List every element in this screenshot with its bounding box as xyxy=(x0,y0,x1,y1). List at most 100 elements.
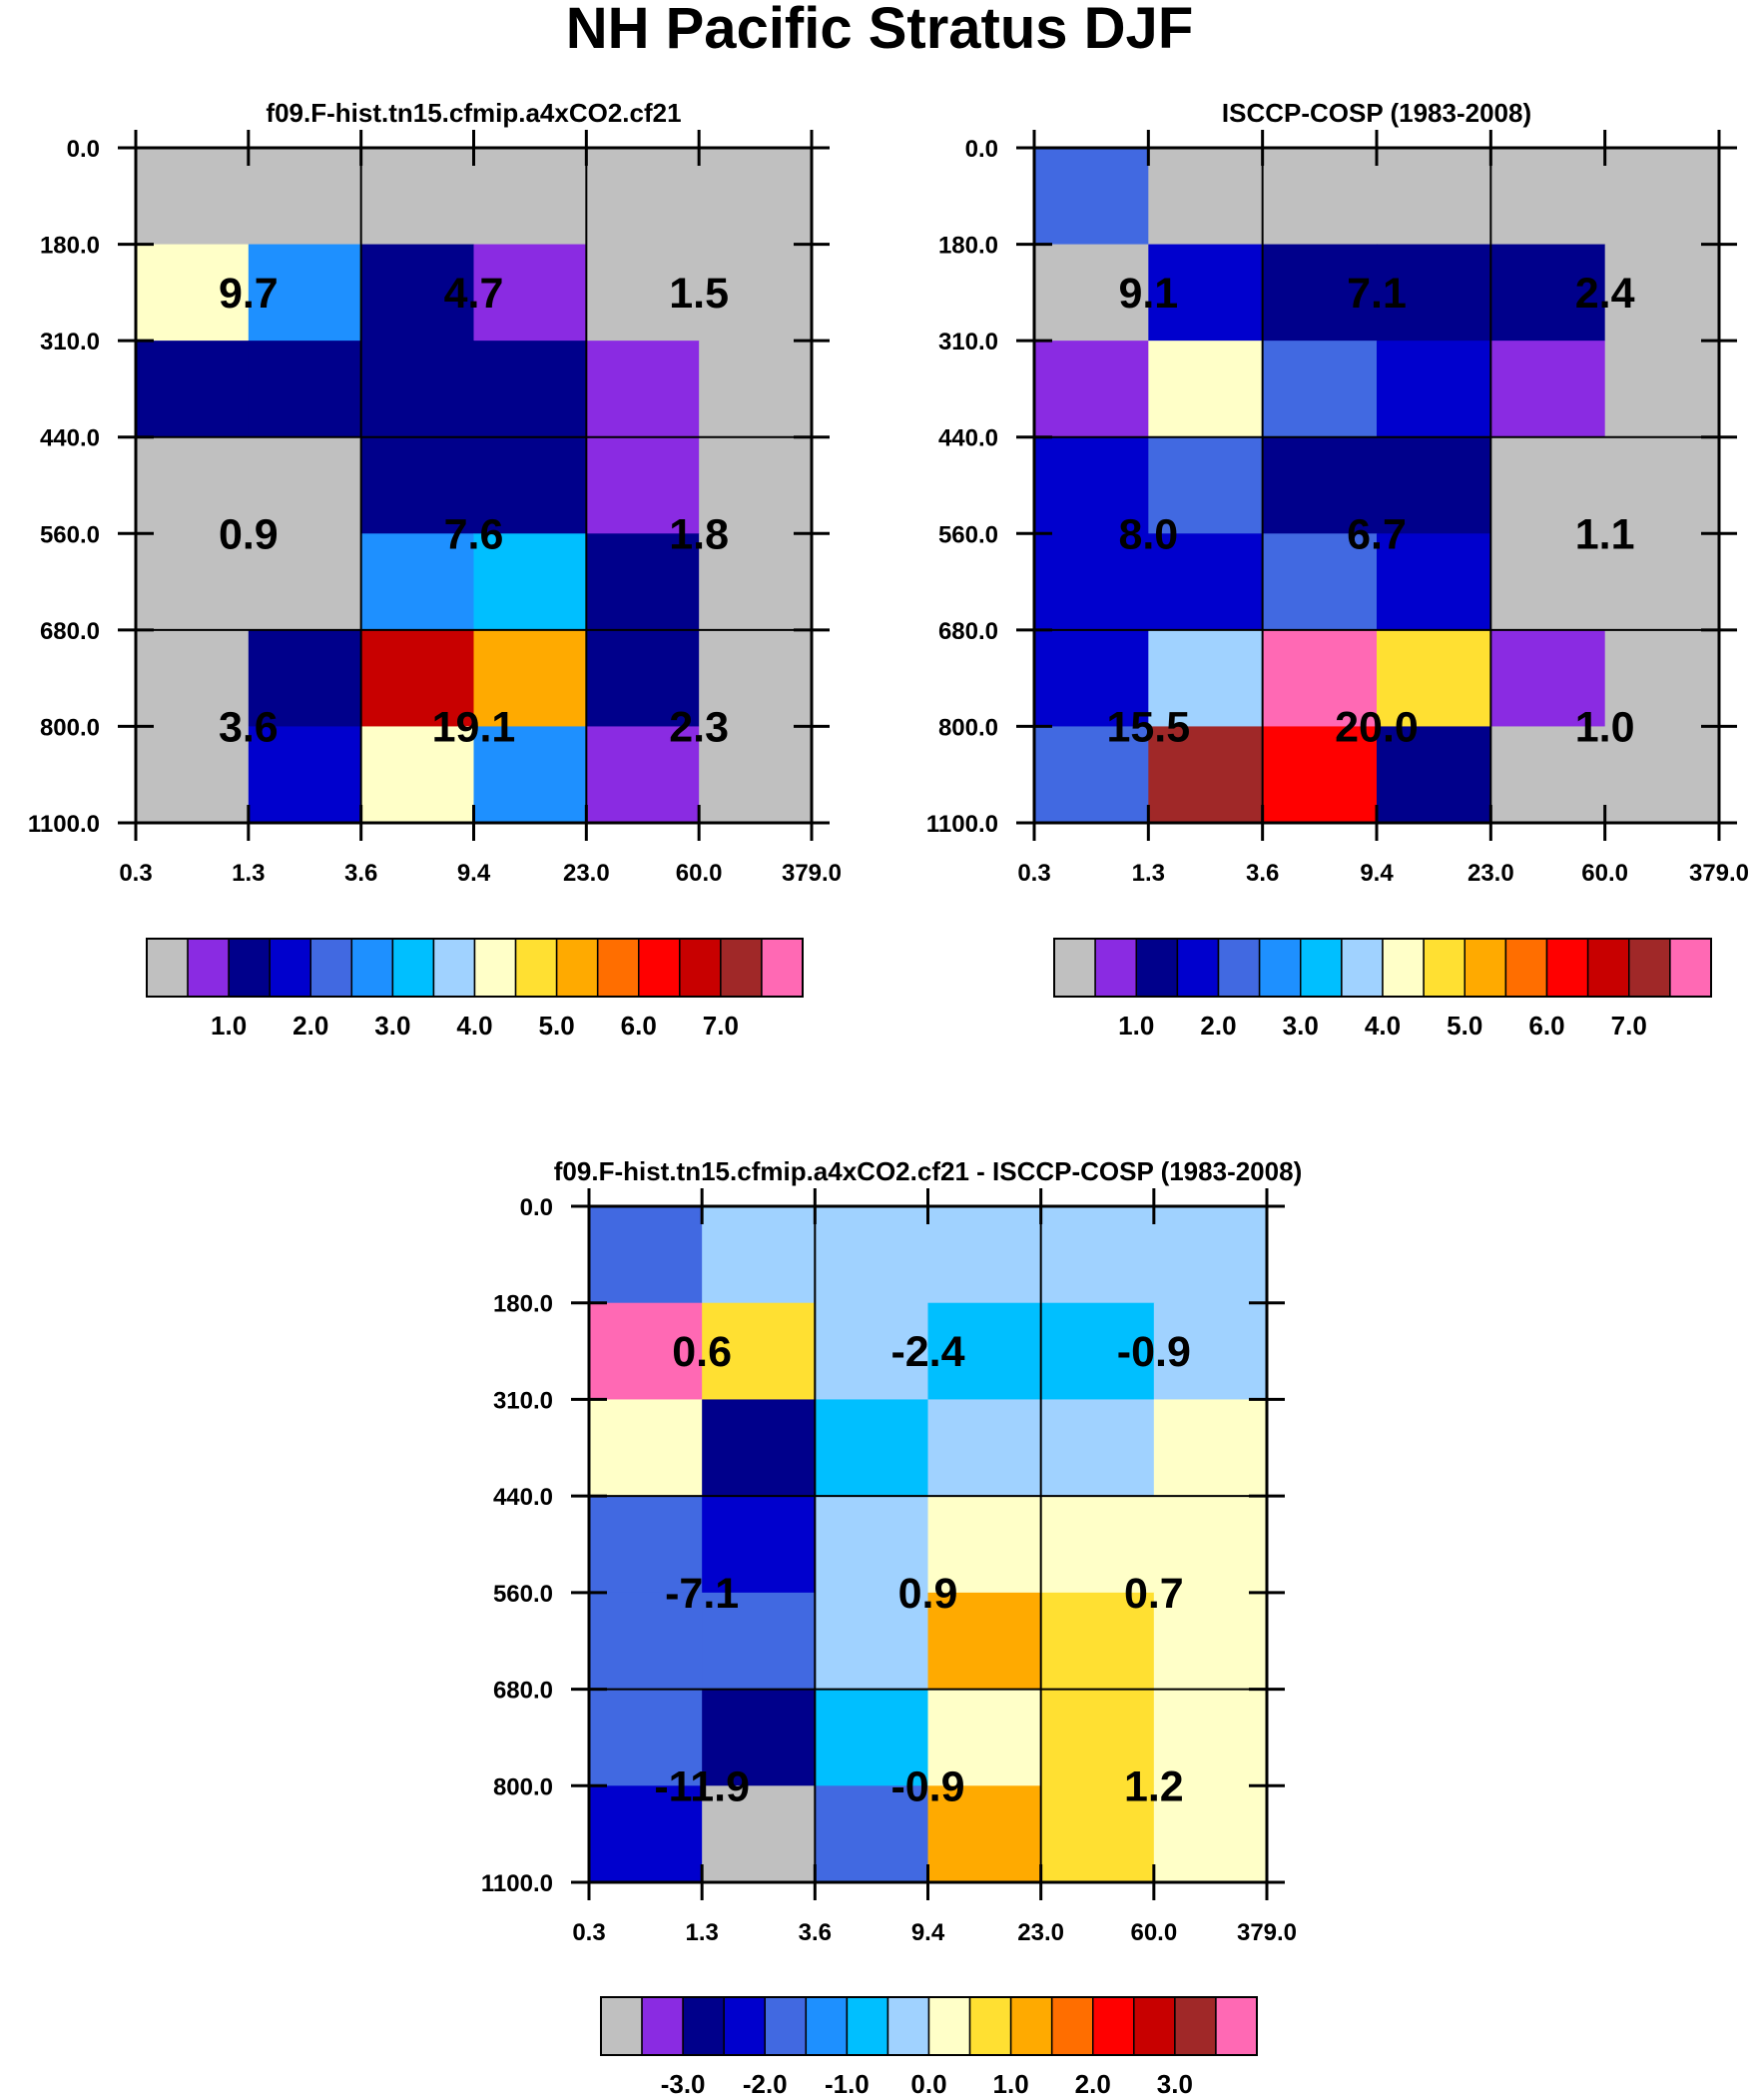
box-value-label: 2.4 xyxy=(1575,270,1635,318)
heatmap-cell xyxy=(473,436,587,534)
heatmap-cell xyxy=(1148,533,1264,631)
heatmap-cell xyxy=(1034,533,1149,631)
box-value-label: 0.9 xyxy=(898,1570,958,1618)
heatmap-cell xyxy=(927,1689,1042,1786)
heatmap-cell xyxy=(1034,341,1149,438)
colorbar-swatch xyxy=(473,938,517,998)
heatmap-cell xyxy=(1153,1592,1268,1691)
colorbar-swatch xyxy=(1586,938,1630,998)
box-value-label: 2.3 xyxy=(669,703,729,751)
box-value-label: -2.4 xyxy=(890,1328,964,1376)
heatmap-cell xyxy=(1490,148,1606,246)
colorbar-swatch xyxy=(600,1996,643,2056)
heatmap-cell xyxy=(1148,341,1264,438)
panel-title: ISCCP-COSP (1983-2008) xyxy=(1222,98,1531,128)
colorbar-label: 3.0 xyxy=(374,1011,410,1041)
heatmap-cell xyxy=(1153,1206,1268,1304)
x-tick-label: 23.0 xyxy=(1017,1919,1064,1946)
colorbar-swatch xyxy=(309,938,353,998)
heatmap-cell xyxy=(1153,1302,1268,1401)
heatmap-cell xyxy=(589,1302,703,1401)
y-tick-label: 680.0 xyxy=(938,618,998,645)
x-tick-label: 3.6 xyxy=(799,1919,832,1946)
colorbar-label: 6.0 xyxy=(621,1011,657,1041)
y-tick-label: 310.0 xyxy=(493,1387,553,1414)
colorbar-swatch xyxy=(1053,938,1096,998)
heatmap-cell xyxy=(248,533,362,631)
y-tick-label: 800.0 xyxy=(40,714,100,741)
diff-panel: f09.F-hist.tn15.cfmip.a4xCO2.cf21 - ISCC… xyxy=(481,1156,1302,2099)
colorbar-swatch xyxy=(1341,938,1384,998)
y-tick-label: 560.0 xyxy=(493,1581,553,1608)
colorbar-label: -1.0 xyxy=(825,2069,870,2099)
heatmap-cell xyxy=(699,244,813,342)
x-tick-label: 0.3 xyxy=(119,860,152,887)
heatmap-cell xyxy=(927,1496,1042,1594)
colorbar-swatch xyxy=(391,938,435,998)
colorbar-swatch xyxy=(1215,1996,1258,2056)
heatmap-cell xyxy=(1148,436,1264,534)
heatmap-cell xyxy=(1034,629,1149,728)
colorbar-swatch xyxy=(886,1996,930,2056)
heatmap-cell xyxy=(586,629,700,728)
heatmap-cell xyxy=(1262,726,1378,824)
heatmap-cell xyxy=(360,244,475,342)
box-value-label: 6.7 xyxy=(1347,510,1407,558)
heatmap-cell xyxy=(1153,1399,1268,1497)
heatmap-cell xyxy=(586,244,700,342)
heatmap-cell xyxy=(1262,533,1378,631)
colorbar-frame xyxy=(146,938,804,998)
y-tick-label: 560.0 xyxy=(40,521,100,548)
heatmap-cell xyxy=(1153,1689,1268,1786)
colorbar-swatch xyxy=(514,938,558,998)
heatmap-cell xyxy=(360,341,475,438)
colorbar-swatch xyxy=(1050,1996,1094,2056)
heatmap-cell xyxy=(586,148,700,246)
box-value-label: 1.0 xyxy=(1575,703,1635,751)
y-tick-label: 1100.0 xyxy=(28,811,100,838)
heatmap-cell xyxy=(1148,148,1264,246)
heatmap-cell xyxy=(473,726,587,824)
heatmap-cell xyxy=(589,1592,703,1691)
box-value-label: 0.9 xyxy=(219,510,279,558)
heatmap-cell xyxy=(699,148,813,246)
y-tick-label: 680.0 xyxy=(40,618,100,645)
x-tick-label: 1.3 xyxy=(685,1919,718,1946)
heatmap-cell xyxy=(1262,341,1378,438)
colorbar-label: 1.0 xyxy=(211,1011,247,1041)
heatmap-cell xyxy=(699,436,813,534)
y-tick-label: 800.0 xyxy=(938,714,998,741)
colorbar-label: -3.0 xyxy=(661,2069,706,2099)
heatmap-cell xyxy=(589,1496,703,1594)
colorbar-swatch xyxy=(638,938,681,998)
heatmap-cell xyxy=(586,341,700,438)
colorbar-label: 3.0 xyxy=(1283,1011,1319,1041)
heatmap-cell xyxy=(699,533,813,631)
box-value-label: 7.1 xyxy=(1347,270,1407,318)
colorbar-swatch xyxy=(350,938,394,998)
x-tick-label: 23.0 xyxy=(1467,860,1514,887)
heatmap-cell xyxy=(1153,1785,1268,1883)
y-tick-label: 1100.0 xyxy=(481,1870,553,1897)
colorbar-label: 4.0 xyxy=(1365,1011,1401,1041)
box-value-label: 0.7 xyxy=(1124,1570,1184,1618)
heatmap-cell xyxy=(1604,244,1720,342)
heatmap-cell xyxy=(927,1302,1042,1401)
y-tick-label: 440.0 xyxy=(493,1484,553,1511)
colorbar-label: 2.0 xyxy=(1200,1011,1236,1041)
y-tick-label: 180.0 xyxy=(493,1291,553,1318)
colorbar-swatch xyxy=(555,938,599,998)
heatmap-cell xyxy=(1490,629,1606,728)
obs-panel: ISCCP-COSP (1983-2008) 0.0 180.0 310.0 440.0… xyxy=(926,98,1749,1041)
heatmap-cell xyxy=(1604,726,1720,824)
heatmap-cell xyxy=(1490,533,1606,631)
x-tick-label: 23.0 xyxy=(563,860,610,887)
box-value-label: 1.5 xyxy=(669,270,729,318)
heatmap-cell xyxy=(1153,1496,1268,1594)
colorbar-swatch xyxy=(1464,938,1507,998)
box-value-label: 4.7 xyxy=(444,270,504,318)
colorbar-label: 2.0 xyxy=(1075,2069,1111,2099)
heatmap-cell xyxy=(1034,148,1149,246)
box-value-label: 20.0 xyxy=(1335,703,1419,751)
heatmap-cell xyxy=(136,629,250,728)
